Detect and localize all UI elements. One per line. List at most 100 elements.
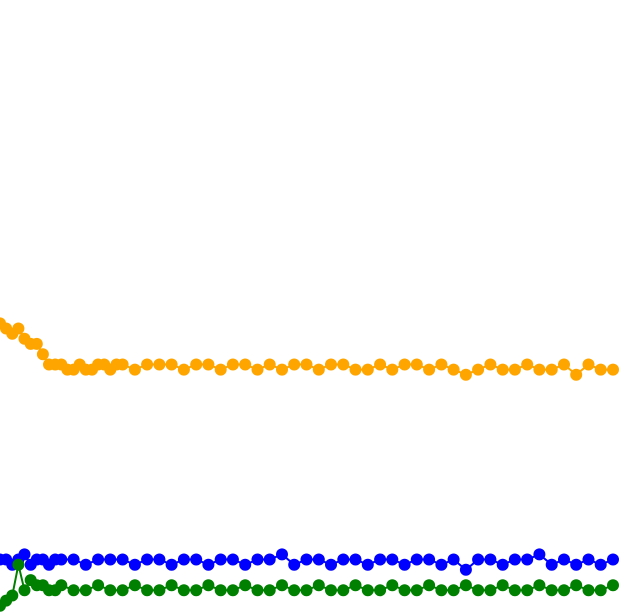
series-3-point — [410, 584, 423, 597]
series-2-point — [251, 553, 264, 566]
series-1-point — [312, 363, 325, 376]
series-2-point — [349, 553, 362, 566]
series-2-point — [165, 558, 178, 571]
series-1-point — [374, 358, 387, 371]
series-2-point — [104, 553, 117, 566]
series-3-point — [141, 584, 154, 597]
series-3-point — [570, 579, 583, 592]
series-2-point — [570, 558, 583, 571]
series-1-point — [484, 358, 497, 371]
series-2-point — [472, 553, 485, 566]
series-1-point — [165, 358, 178, 371]
series-2-point — [288, 558, 301, 571]
series-2-point — [521, 553, 534, 566]
series-3-point — [251, 584, 264, 597]
series-2-point — [533, 548, 546, 561]
series-1-point — [423, 363, 436, 376]
series-2-point — [116, 553, 129, 566]
series-1-point — [447, 363, 460, 376]
series-2-point — [558, 553, 570, 566]
series-1-point — [349, 363, 362, 376]
series-2-point — [276, 548, 288, 561]
series-2-point — [79, 558, 92, 571]
series-2-point — [361, 558, 374, 571]
series-3-point — [472, 584, 485, 597]
series-3-point — [423, 579, 436, 592]
series-3-point — [177, 584, 190, 597]
series-3-point — [545, 584, 558, 597]
series-1-point — [594, 363, 607, 376]
series-3-point — [165, 579, 178, 592]
series-2-point — [386, 553, 399, 566]
series-3-point — [607, 579, 619, 592]
series-3-point — [386, 579, 399, 592]
series-2-point — [226, 553, 239, 566]
series-2-point — [447, 553, 460, 566]
series-2-point — [398, 558, 411, 571]
series-1-point — [263, 358, 276, 371]
series-2-point — [190, 553, 203, 566]
series-2-point — [325, 558, 337, 571]
series-3-point — [325, 584, 337, 597]
series-1-point — [533, 363, 546, 376]
series-3-point — [349, 579, 362, 592]
series-1-point — [202, 358, 215, 371]
series-3-point — [594, 584, 607, 597]
series-3-point — [337, 584, 350, 597]
series-1-point — [472, 363, 485, 376]
series-3-point — [128, 579, 141, 592]
series-3 — [0, 558, 619, 612]
series-1-point — [386, 363, 399, 376]
series-1-point — [410, 358, 423, 371]
series-1-point — [128, 363, 141, 376]
series-3-point — [214, 584, 227, 597]
series-3-point — [300, 584, 313, 597]
series-3-point — [508, 584, 521, 597]
series-3-point — [226, 584, 239, 597]
series-2-point — [67, 553, 80, 566]
series-1-point — [177, 363, 190, 376]
series-2-point — [484, 553, 497, 566]
series-3-point — [582, 584, 595, 597]
series-3-point — [447, 584, 460, 597]
series-2-point — [545, 558, 558, 571]
series-2-point — [141, 553, 154, 566]
series-3-point — [398, 584, 411, 597]
series-1-point — [361, 363, 374, 376]
series-3-point — [533, 579, 546, 592]
series-2-point — [239, 558, 252, 571]
series-3-point — [12, 558, 25, 571]
series-2-point — [153, 553, 166, 566]
series-1-point — [300, 358, 313, 371]
series-2-point — [374, 553, 387, 566]
series-3-point — [361, 584, 374, 597]
series-3-point — [484, 584, 497, 597]
series-2-point — [459, 563, 472, 576]
series-1-point — [251, 363, 264, 376]
series-1-point — [190, 358, 203, 371]
series-1-point — [325, 358, 337, 371]
series-3-point — [92, 579, 105, 592]
series-1-point — [239, 358, 252, 371]
series-1-point — [36, 348, 49, 361]
series-2-point — [410, 553, 423, 566]
series-1-point — [214, 363, 227, 376]
series-1-point — [545, 363, 558, 376]
series-2-point — [582, 553, 595, 566]
series-3-point — [239, 579, 252, 592]
series-2-point — [496, 558, 509, 571]
series-1-point — [226, 358, 239, 371]
series-1-point — [153, 358, 166, 371]
series-2 — [0, 548, 619, 576]
series-2-point — [312, 553, 325, 566]
series-1-point — [582, 358, 595, 371]
series-3-point — [496, 579, 509, 592]
series-1-point — [141, 358, 154, 371]
series-2-point — [435, 558, 448, 571]
series-3-point — [521, 584, 534, 597]
series-1-point — [398, 358, 411, 371]
series-3-point — [288, 584, 301, 597]
series-1-point — [435, 358, 448, 371]
series-1-point — [116, 358, 129, 371]
series-2-point — [423, 553, 436, 566]
